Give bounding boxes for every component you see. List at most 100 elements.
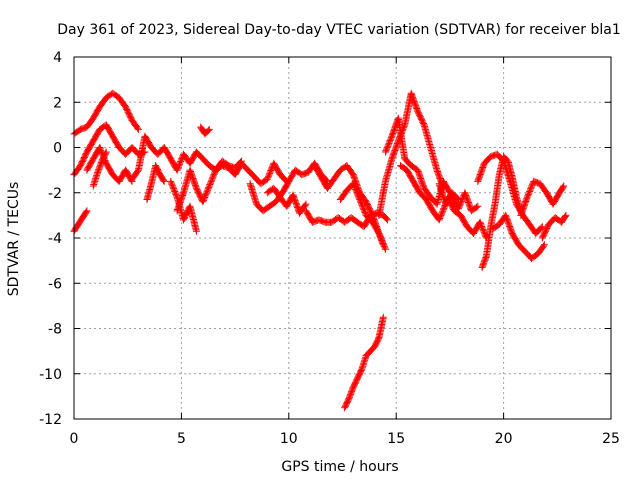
data-point: [211, 169, 219, 177]
data-point: [173, 166, 181, 174]
y-axis-label: SDTVAR / TECUs: [6, 182, 22, 297]
data-point: [266, 168, 274, 176]
data-point: [440, 204, 448, 212]
data-point: [265, 172, 272, 180]
data-point: [209, 172, 217, 180]
data-track-15: [341, 313, 387, 412]
data-point: [174, 165, 182, 173]
data-point: [524, 190, 532, 198]
y-tick-label: -2: [48, 186, 62, 202]
data-point: [168, 180, 176, 188]
data-point: [204, 127, 212, 134]
data-point: [455, 205, 462, 213]
data-point: [478, 223, 486, 230]
data-track-25: [538, 211, 570, 242]
data-point: [438, 209, 446, 217]
data-track-23: [489, 211, 548, 262]
data-point: [202, 189, 210, 197]
data-point: [420, 120, 427, 127]
data-point: [302, 200, 310, 208]
data-point: [354, 191, 362, 199]
data-point: [208, 176, 216, 184]
data-point: [167, 179, 175, 187]
data-track-14: [336, 180, 387, 249]
data-point: [134, 125, 142, 133]
data-point: [160, 176, 167, 184]
data-point: [379, 313, 387, 321]
data-track-2: [70, 207, 91, 235]
data-point: [477, 221, 485, 229]
data-point: [474, 202, 482, 210]
data-point: [207, 179, 214, 187]
data-track-20: [435, 180, 482, 215]
data-point: [473, 203, 480, 211]
data-track-6: [143, 162, 168, 203]
data-point: [380, 242, 388, 250]
data-point: [169, 183, 177, 191]
data-track-5: [128, 132, 291, 188]
data-point: [384, 142, 392, 150]
data-point: [359, 204, 367, 212]
data-points: [70, 89, 570, 412]
data-point: [351, 184, 359, 192]
data-point: [358, 201, 366, 209]
data-point: [526, 188, 534, 195]
data-point: [381, 244, 389, 252]
y-tick-label: 2: [53, 95, 62, 111]
data-point: [350, 183, 358, 191]
data-track-11: [263, 184, 310, 217]
data-point: [436, 215, 444, 222]
data-point: [350, 181, 358, 189]
y-tick-label: -12: [39, 412, 62, 428]
data-point: [205, 125, 213, 133]
data-point: [349, 180, 357, 188]
data-point: [480, 259, 488, 267]
data-point: [102, 149, 110, 157]
data-point: [348, 388, 356, 396]
data-point: [437, 212, 445, 220]
data-point: [384, 141, 392, 149]
y-tick-label: -6: [48, 276, 62, 292]
x-tick-label: 10: [280, 431, 298, 447]
data-point: [176, 159, 184, 167]
data-point: [537, 224, 545, 232]
data-point: [457, 199, 465, 207]
data-point: [383, 215, 390, 223]
data-point: [436, 213, 444, 221]
data-point: [172, 190, 180, 198]
data-point: [209, 173, 217, 181]
data-point: [83, 207, 91, 215]
data-point: [160, 177, 168, 185]
data-point: [192, 227, 200, 235]
data-point: [540, 242, 547, 250]
data-point: [387, 135, 395, 143]
data-track-24: [517, 177, 568, 219]
data-point: [102, 148, 110, 156]
data-point: [559, 183, 567, 191]
data-point: [356, 197, 364, 205]
data-point: [382, 147, 390, 155]
x-tick-label: 20: [495, 431, 513, 447]
data-point: [359, 203, 367, 211]
data-track-1: [70, 121, 149, 179]
data-point: [353, 190, 361, 198]
y-tick-label: -4: [48, 231, 62, 247]
data-point: [238, 157, 245, 165]
data-point: [478, 224, 486, 232]
data-point: [540, 241, 548, 249]
data-point: [360, 206, 368, 214]
y-tick-label: 0: [53, 141, 62, 157]
data-point: [201, 194, 209, 201]
data-point: [96, 144, 104, 151]
data-point: [560, 182, 568, 190]
data-point: [170, 185, 178, 193]
data-point: [356, 196, 364, 203]
data-point: [528, 182, 536, 190]
data-point: [175, 160, 183, 168]
grid-lines: [74, 57, 611, 419]
data-point: [382, 245, 389, 253]
data-point: [204, 186, 212, 194]
data-point: [134, 124, 141, 132]
data-point: [199, 198, 207, 206]
data-point: [480, 228, 488, 236]
